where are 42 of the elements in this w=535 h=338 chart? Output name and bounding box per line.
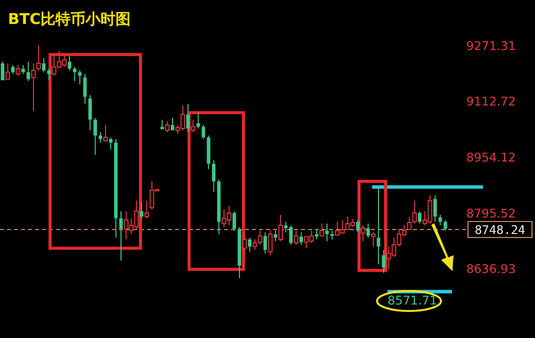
candlestick <box>206 135 210 170</box>
candlestick <box>103 124 108 142</box>
candlestick <box>68 56 72 71</box>
ref-line-label: 8748.24 <box>474 222 526 237</box>
y-tick-label: 9112.72 <box>466 94 516 109</box>
candlestick <box>0 61 4 80</box>
candlestick <box>170 117 174 130</box>
candlestick <box>47 68 51 81</box>
candlestick <box>382 249 386 274</box>
candlestick <box>274 230 278 242</box>
y-tick-label: 8795.52 <box>466 206 516 220</box>
candlestick <box>26 61 30 82</box>
candlestick <box>356 220 360 233</box>
candlestick <box>320 223 324 236</box>
y-tick-label: 8954.12 <box>466 150 516 164</box>
candlestick <box>11 64 15 74</box>
ref-line-label: 8571.71 <box>388 294 438 308</box>
candlestick <box>325 223 329 242</box>
y-tick-label: 9271.31 <box>466 38 516 53</box>
candlestick <box>98 132 102 144</box>
candlestick <box>248 237 252 252</box>
candlestick <box>119 210 123 262</box>
candlestick <box>31 62 36 112</box>
candlestick <box>299 232 303 246</box>
candlestick <box>88 94 92 131</box>
candlestick <box>238 226 242 279</box>
candlestick <box>263 232 267 254</box>
candlestick <box>242 234 247 258</box>
candlestick <box>376 188 380 265</box>
candlestick <box>83 73 87 104</box>
candlestick <box>217 179 221 235</box>
candlestick <box>433 194 437 222</box>
text: BTC比特币小时图 <box>8 10 131 28</box>
candlestick <box>114 138 118 238</box>
candlestick <box>5 62 10 80</box>
candlestick <box>186 103 190 133</box>
y-tick-label: 8636.93 <box>466 262 516 276</box>
candlestick <box>314 229 318 240</box>
candlestick <box>330 230 334 240</box>
candlestick <box>140 202 144 219</box>
candlestick <box>212 160 216 192</box>
candlestick <box>21 64 25 74</box>
